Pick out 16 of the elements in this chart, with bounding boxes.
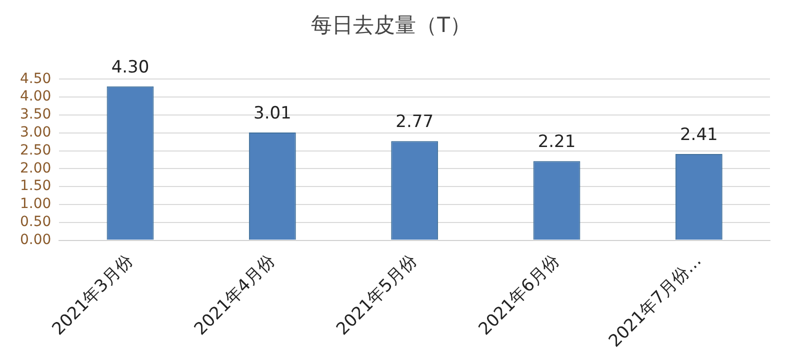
- y-tick-label: 3.50: [20, 106, 52, 123]
- y-tick-label: 1.00: [20, 196, 52, 212]
- y-tick-label: 3.00: [20, 124, 52, 141]
- data-label: 2.77: [396, 112, 434, 132]
- data-label: 2.41: [680, 124, 718, 145]
- y-tick-label: 4.50: [20, 70, 52, 87]
- y-tick-label: 2.50: [20, 142, 52, 158]
- data-label: 4.30: [111, 57, 150, 78]
- y-tick-label: 0.00: [20, 232, 52, 248]
- y-tick-label: 4.00: [20, 88, 52, 105]
- y-tick-label: 1.50: [20, 178, 52, 194]
- data-label: 2.21: [538, 132, 576, 152]
- y-tick-label: 2.00: [20, 160, 52, 176]
- y-tick-label: 0.50: [20, 214, 52, 230]
- data-label: 3.01: [253, 103, 292, 124]
- chart-title: 每日去皮量（T）: [311, 13, 471, 38]
